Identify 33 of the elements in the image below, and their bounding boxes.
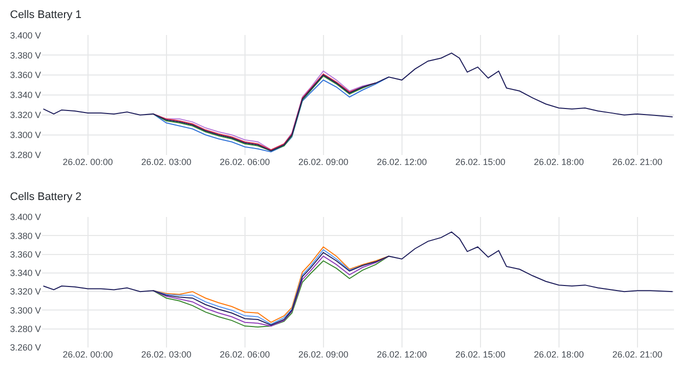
chart-title: Cells Battery 2: [10, 191, 82, 203]
x-tick-label: 26.02. 15:00: [455, 349, 506, 360]
y-tick-label: 3.400 V: [10, 30, 41, 40]
y-tick-label: 3.260 V: [10, 342, 41, 353]
y-tick-label: 3.380 V: [10, 230, 41, 241]
y-tick-label: 3.360 V: [10, 249, 41, 260]
x-tick-label: 26.02. 00:00: [62, 349, 113, 360]
y-tick-label: 3.300 V: [10, 130, 41, 140]
x-tick-label: 26.02. 18:00: [534, 349, 584, 360]
y-tick-label: 3.400 V: [10, 212, 41, 222]
x-tick-label: 26.02. 03:00: [141, 349, 192, 360]
y-tick-label: 3.340 V: [10, 268, 41, 278]
y-tick-label: 3.380 V: [10, 50, 41, 60]
y-tick-label: 3.280 V: [10, 324, 41, 334]
x-tick-label: 26.02. 09:00: [298, 349, 348, 360]
x-tick-label: 26.02. 15:00: [455, 156, 506, 167]
x-tick-label: 26.02. 06:00: [220, 349, 270, 360]
y-tick-label: 3.320 V: [10, 286, 41, 297]
x-tick-label: 26.02. 18:00: [534, 156, 584, 167]
y-tick-label: 3.320 V: [10, 110, 41, 120]
x-tick-label: 26.02. 21:00: [612, 156, 662, 167]
y-tick-label: 3.280 V: [10, 150, 41, 160]
x-tick-label: 26.02. 09:00: [298, 156, 348, 167]
y-tick-label: 3.340 V: [10, 90, 41, 100]
x-tick-label: 26.02. 21:00: [612, 349, 662, 360]
y-tick-label: 3.300 V: [10, 305, 41, 316]
x-tick-label: 26.02. 03:00: [141, 156, 192, 167]
x-tick-label: 26.02. 06:00: [220, 156, 270, 167]
x-tick-label: 26.02. 00:00: [62, 156, 113, 167]
chart-title: Cells Battery 1: [10, 9, 82, 21]
x-tick-label: 26.02. 12:00: [376, 156, 427, 167]
x-tick-label: 26.02. 12:00: [376, 349, 427, 360]
y-tick-label: 3.360 V: [10, 70, 41, 80]
